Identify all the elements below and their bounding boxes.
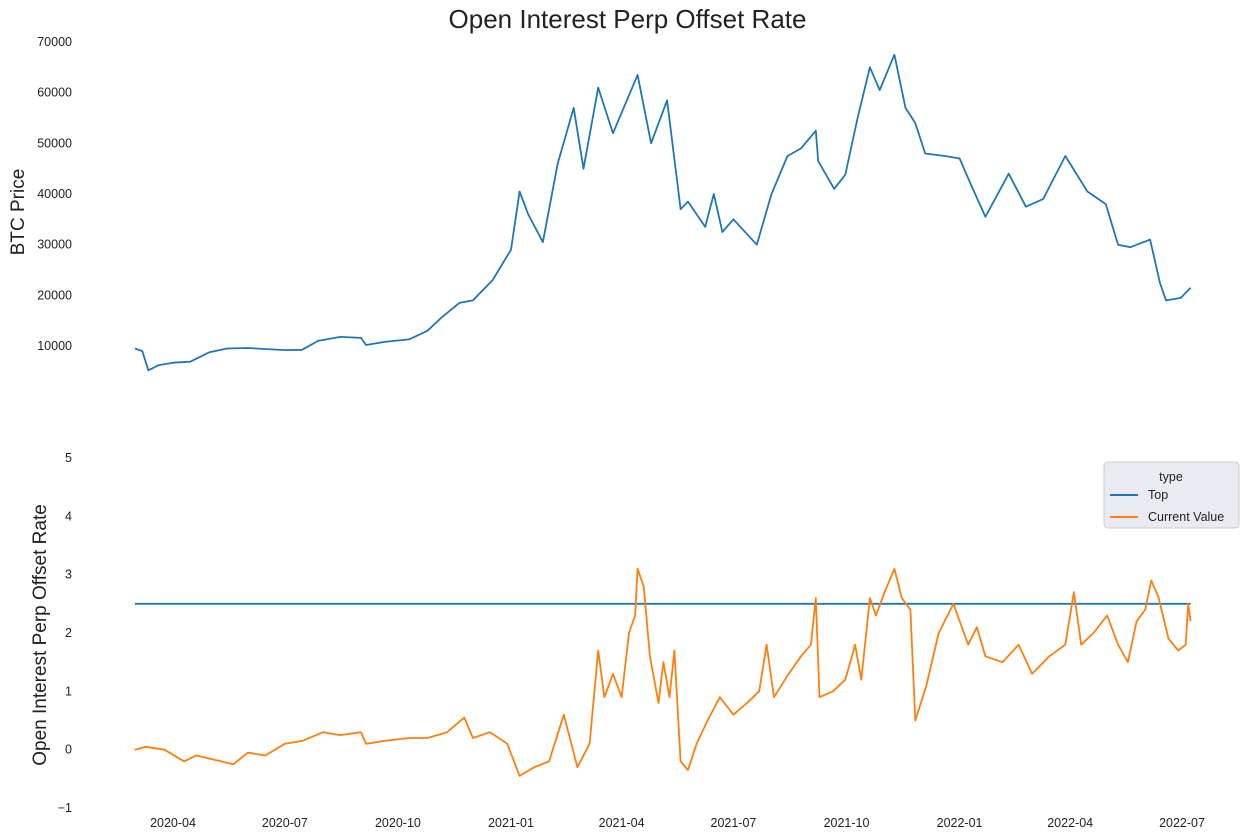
x-tick-5: 2021-07: [711, 816, 757, 830]
legend-box: [1103, 461, 1240, 529]
price-series-line: [134, 53, 1192, 372]
price-y-tick-6: 70000: [37, 35, 72, 49]
price-y-axis-label: BTC Price: [8, 169, 29, 256]
x-tick-2: 2020-10: [375, 816, 421, 830]
current-value-line: [134, 567, 1192, 777]
legend-title: type: [1159, 470, 1183, 484]
rate-y-tick-5: 4: [65, 509, 72, 523]
x-tick-9: 2022-07: [1159, 816, 1205, 830]
price-panel: 10000 20000 30000 40000 50000 60000 70000 BTC P…: [8, 35, 1192, 372]
legend-label-top: Top: [1148, 488, 1168, 502]
x-tick-8: 2022-04: [1047, 816, 1093, 830]
price-y-tick-0: 10000: [37, 339, 72, 353]
x-tick-3: 2021-01: [488, 816, 534, 830]
price-y-tick-2: 30000: [37, 238, 72, 252]
price-y-tick-1: 20000: [37, 288, 72, 302]
price-y-tick-5: 60000: [37, 86, 72, 100]
x-tick-7: 2022-01: [937, 816, 983, 830]
legend: type Top Current Value: [1103, 461, 1240, 529]
x-tick-0: 2020-04: [150, 816, 196, 830]
price-y-tick-3: 40000: [37, 187, 72, 201]
price-y-tick-4: 50000: [37, 136, 72, 150]
rate-y-tick-0: −1: [58, 801, 72, 815]
rate-y-tick-2: 1: [65, 684, 72, 698]
rate-y-tick-4: 3: [65, 568, 72, 582]
chart-title: Open Interest Perp Offset Rate: [448, 4, 807, 34]
x-tick-6: 2021-10: [824, 816, 870, 830]
legend-label-current: Current Value: [1148, 510, 1224, 524]
x-tick-1: 2020-07: [262, 816, 308, 830]
rate-y-tick-3: 2: [65, 626, 72, 640]
rate-y-tick-6: 5: [65, 451, 72, 465]
x-tick-4: 2021-04: [599, 816, 645, 830]
rate-y-tick-1: 0: [65, 743, 72, 757]
offset-rate-panel: −1 0 1 2 3 4 5 Open Interest Perp Offset Rate 20…: [30, 451, 1205, 830]
rate-y-axis-label: Open Interest Perp Offset Rate: [30, 504, 51, 766]
